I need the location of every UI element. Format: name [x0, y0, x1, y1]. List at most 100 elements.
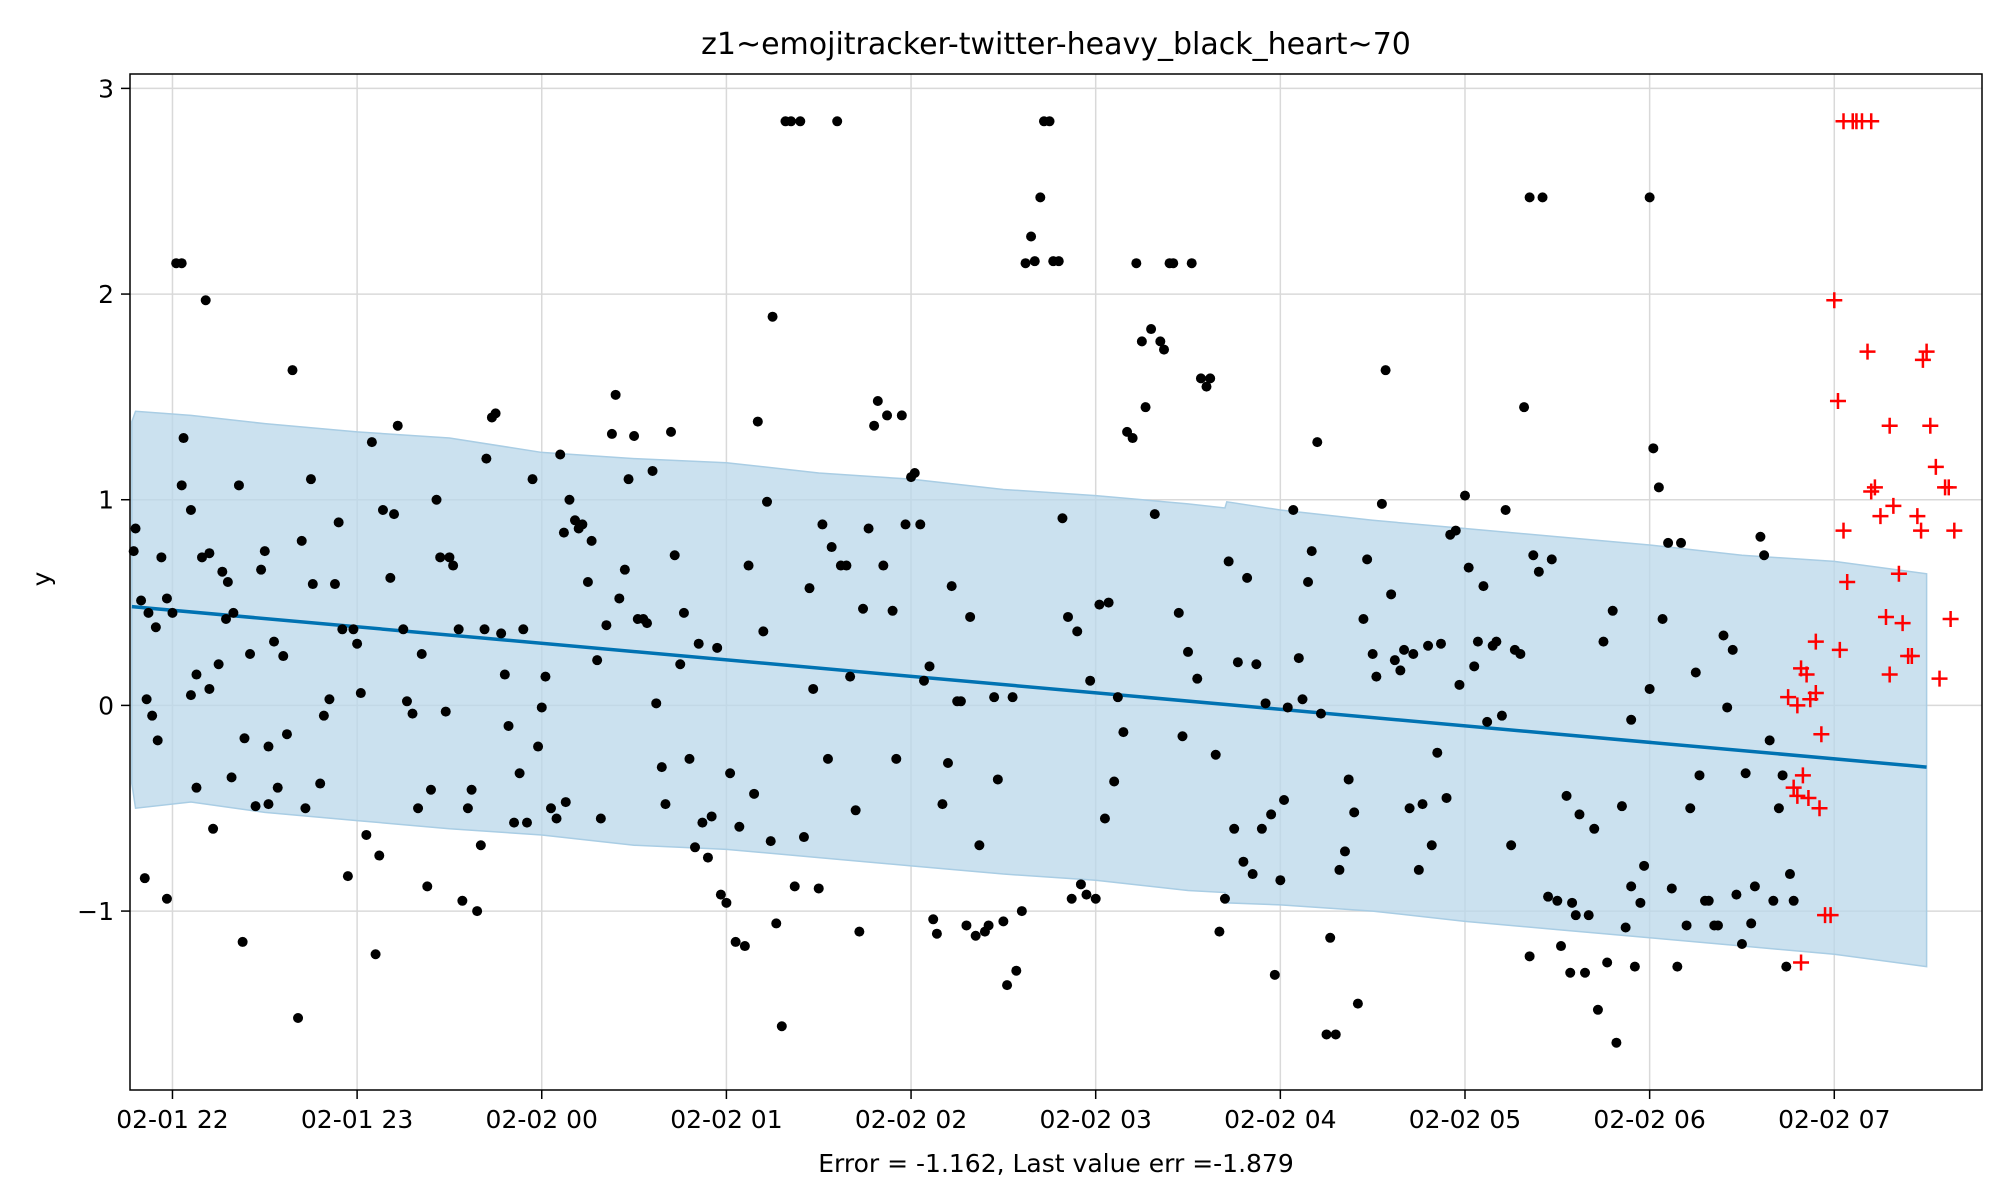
observed-point: [1570, 910, 1581, 921]
observed-point: [1672, 961, 1683, 972]
observed-point: [1552, 895, 1563, 906]
observed-point: [1607, 605, 1618, 616]
observed-point: [577, 519, 588, 530]
observed-point: [1238, 856, 1249, 867]
observed-point: [143, 607, 154, 618]
observed-point: [1784, 869, 1795, 880]
observed-point: [540, 671, 551, 682]
observed-point: [300, 803, 311, 814]
observed-point: [1205, 373, 1216, 384]
observed-point: [826, 542, 837, 553]
future-point-marker: [1877, 608, 1894, 625]
observed-point: [1666, 883, 1677, 894]
observed-point: [928, 914, 939, 925]
observed-point: [1330, 1029, 1341, 1040]
observed-point: [1749, 881, 1760, 892]
observed-point: [1611, 1037, 1622, 1048]
observed-point: [191, 669, 202, 680]
observed-point: [1256, 823, 1267, 834]
observed-point: [1626, 881, 1637, 892]
observed-point: [1395, 665, 1406, 676]
observed-point: [1463, 562, 1474, 573]
observed-point: [1210, 749, 1221, 760]
observed-point: [786, 116, 797, 127]
observed-point: [422, 881, 433, 892]
observed-point: [1620, 922, 1631, 933]
observed-point: [693, 638, 704, 649]
observed-point: [767, 311, 778, 322]
observed-point: [1362, 554, 1373, 565]
observed-point: [675, 659, 686, 670]
x-tick-label: 02-02 05: [1409, 1105, 1521, 1134]
observed-point: [128, 546, 139, 557]
observed-point: [1306, 546, 1317, 557]
observed-point: [355, 688, 366, 699]
observed-point: [1279, 795, 1290, 806]
observed-point: [1413, 864, 1424, 875]
observed-point: [1168, 258, 1179, 269]
observed-point: [1214, 926, 1225, 937]
observed-point: [592, 655, 603, 666]
observed-point: [1450, 525, 1461, 536]
observed-point: [178, 433, 189, 444]
observed-point: [1242, 572, 1253, 583]
observed-point: [931, 928, 942, 939]
observed-point: [1140, 402, 1151, 413]
observed-point: [296, 535, 307, 546]
future-point-marker: [1807, 685, 1824, 702]
future-point-marker: [1885, 497, 1902, 514]
observed-point: [1352, 998, 1363, 1009]
observed-point: [909, 467, 920, 478]
y-tick-label: 0: [98, 691, 114, 720]
observed-point: [1589, 823, 1600, 834]
observed-point: [413, 803, 424, 814]
observed-point: [555, 449, 566, 460]
observed-point: [1441, 792, 1452, 803]
observed-point: [582, 577, 593, 587]
observed-point: [1773, 803, 1784, 814]
observed-point: [808, 683, 819, 694]
observed-point: [765, 836, 776, 847]
observed-point: [1556, 941, 1567, 952]
observed-point: [586, 535, 597, 546]
observed-point: [1303, 577, 1314, 587]
x-tick-label: 02-02 00: [486, 1105, 598, 1134]
observed-point: [1731, 889, 1742, 900]
observed-point: [263, 799, 274, 810]
future-point-marker: [1942, 611, 1959, 628]
observed-point: [499, 669, 510, 680]
observed-point: [1090, 893, 1101, 904]
observed-point: [623, 474, 634, 485]
observed-point: [1266, 809, 1277, 820]
observed-point: [1386, 589, 1397, 600]
observed-point: [324, 694, 335, 705]
observed-point: [1269, 969, 1280, 980]
observed-point: [1282, 702, 1293, 713]
observed-point: [1496, 710, 1507, 721]
observed-point: [398, 624, 409, 635]
observed-point: [601, 620, 612, 631]
observed-point: [758, 626, 769, 637]
observed-point: [385, 572, 396, 583]
observed-point: [490, 408, 501, 419]
observed-point: [1626, 714, 1637, 725]
observed-point: [1583, 910, 1594, 921]
observed-point: [1777, 770, 1788, 781]
observed-point: [1260, 698, 1271, 709]
observed-point: [804, 583, 815, 594]
observed-point: [475, 840, 486, 851]
observed-point: [1081, 889, 1092, 900]
observed-point: [1007, 692, 1018, 703]
observed-point: [521, 817, 532, 828]
observed-point: [712, 642, 723, 653]
observed-point: [228, 607, 239, 618]
observed-point: [1229, 823, 1240, 834]
observed-point: [1063, 611, 1074, 622]
y-axis-label: y: [27, 571, 56, 586]
observed-point: [1136, 336, 1147, 347]
observed-point: [762, 496, 773, 507]
observed-point: [503, 720, 514, 731]
observed-point: [1788, 895, 1799, 906]
observed-point: [1118, 727, 1129, 738]
observed-point: [1629, 961, 1640, 972]
